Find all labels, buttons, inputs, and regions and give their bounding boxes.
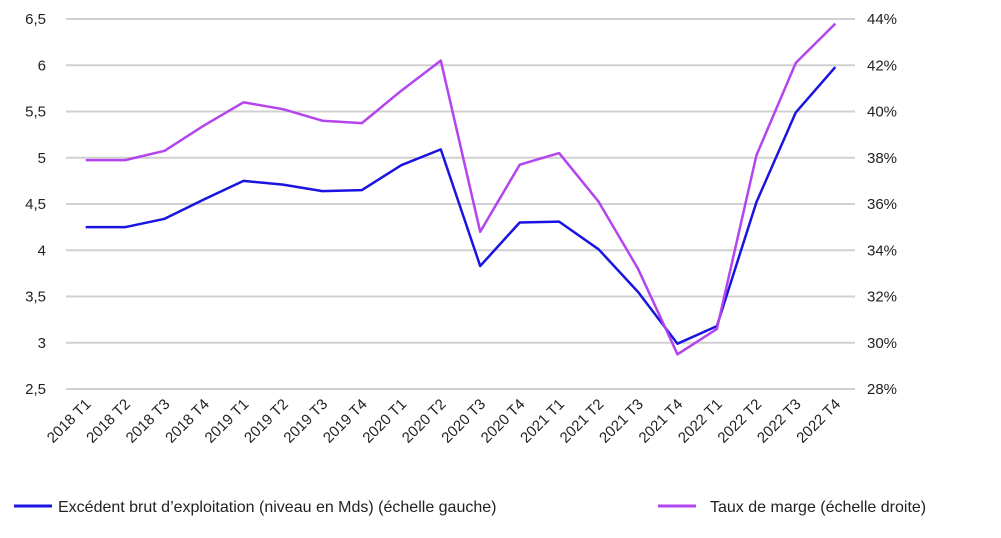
left-tick-label: 4,5 bbox=[25, 196, 46, 213]
left-tick-label: 6 bbox=[38, 57, 46, 74]
left-tick-label: 6,5 bbox=[25, 11, 46, 28]
left-tick-label: 3,5 bbox=[25, 289, 46, 306]
right-tick-label: 28% bbox=[867, 381, 897, 398]
x-tick-label: 2022 T4 bbox=[793, 396, 844, 447]
right-tick-label: 44% bbox=[867, 11, 897, 28]
legend-label-taux-de-marge: Taux de marge (échelle droite) bbox=[710, 499, 926, 516]
right-tick-label: 40% bbox=[867, 104, 897, 121]
right-tick-label: 34% bbox=[867, 242, 897, 259]
left-tick-label: 3 bbox=[38, 335, 46, 352]
left-axis-tick-labels: 2,5 3 3,5 4 4,5 5 5,5 6 6,5 bbox=[25, 11, 46, 398]
left-tick-label: 5 bbox=[38, 150, 46, 167]
legend: Excédent brut d’exploitation (niveau en … bbox=[14, 499, 926, 516]
right-tick-label: 36% bbox=[867, 196, 897, 213]
right-tick-label: 42% bbox=[867, 57, 897, 74]
legend-label-ebe: Excédent brut d’exploitation (niveau en … bbox=[58, 499, 496, 516]
series-line-taux-de-marge bbox=[85, 22, 837, 356]
right-axis-tick-labels: 28% 30% 32% 34% 36% 38% 40% 42% 44% bbox=[867, 11, 897, 398]
series-line-ebe bbox=[85, 66, 837, 345]
right-tick-label: 30% bbox=[867, 335, 897, 352]
left-tick-label: 5,5 bbox=[25, 104, 46, 121]
series-lines bbox=[85, 22, 837, 356]
right-tick-label: 38% bbox=[867, 150, 897, 167]
left-tick-label: 4 bbox=[38, 242, 46, 259]
left-tick-label: 2,5 bbox=[25, 381, 46, 398]
right-tick-label: 32% bbox=[867, 289, 897, 306]
